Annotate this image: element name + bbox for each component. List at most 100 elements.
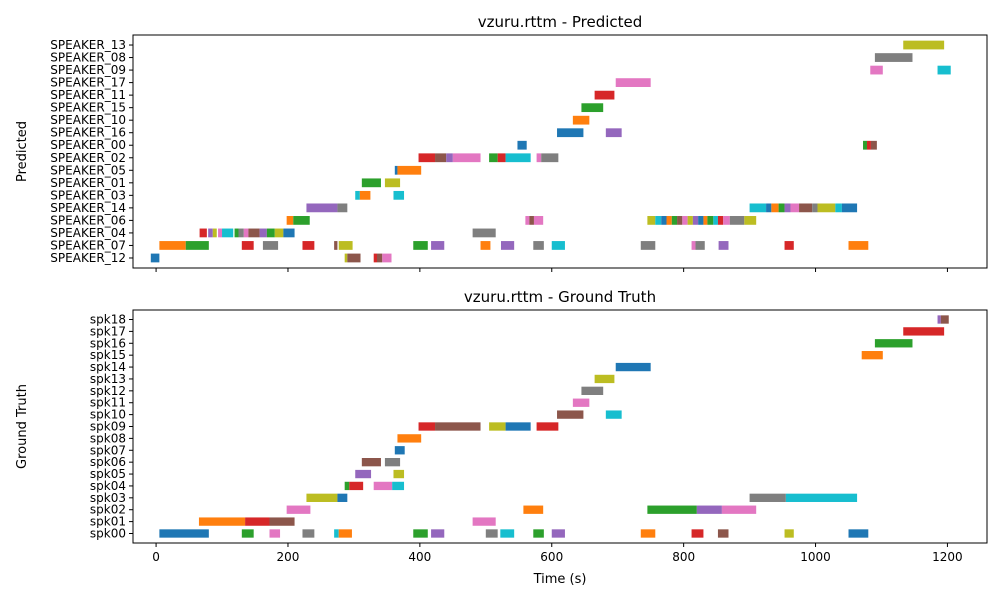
segment-speaker-06-44 [647,216,656,225]
segment-speaker-07-18 [551,241,565,250]
segment-spk16-52 [874,339,913,348]
segment-speaker-14-72 [835,203,842,213]
segment-spk02-22 [523,505,544,514]
segment-spk01-19 [269,517,295,526]
y-tick-label-speaker-08: SPEAKER_08 [50,51,126,65]
y-tick-label-spk02: spk02 [90,503,126,517]
segment-speaker-11-98 [594,90,615,100]
segment-speaker-12-1 [344,253,348,263]
y-tick-label-spk06: spk06 [90,455,126,469]
y-tick-label-spk04: spk04 [90,479,126,493]
y-tick-label-spk07: spk07 [90,443,126,457]
y-tick-label-speaker-03: SPEAKER_03 [50,188,126,202]
segment-speaker-06-49 [677,216,683,225]
segment-speaker-00-92 [866,140,871,150]
segment-speaker-15-97 [581,103,604,113]
segment-speaker-07-7 [185,241,209,250]
segment-spk00-4 [334,529,339,538]
segment-speaker-07-24 [848,241,869,250]
segment-speaker-14-61 [306,203,338,213]
segment-spk07-38 [394,446,405,455]
segment-speaker-06-58 [723,216,730,225]
segment-spk06-36 [361,458,381,467]
segment-spk02-23 [647,505,697,514]
segment-spk00-9 [500,529,515,538]
segment-speaker-01-77 [361,178,381,188]
segment-spk00-2 [269,529,281,538]
y-tick-label-spk18: spk18 [90,313,126,327]
y-tick-label-spk09: spk09 [90,420,126,434]
segment-spk00-13 [691,529,704,538]
segment-speaker-02-87 [505,153,531,163]
segment-spk00-12 [640,529,656,538]
segment-speaker-05-79 [394,165,398,175]
segment-speaker-03-74 [355,190,360,200]
segment-spk00-0 [159,529,209,538]
predicted-y-ticks: SPEAKER_12SPEAKER_07SPEAKER_04SPEAKER_06… [50,38,133,265]
segment-speaker-14-64 [766,203,772,213]
y-tick-label-spk11: spk11 [90,396,126,410]
y-tick-label-speaker-00: SPEAKER_00 [50,138,126,152]
x-tick-label-1200: 1200 [932,550,963,564]
segment-spk10-45 [557,410,584,419]
x-tick-label-200: 200 [277,550,300,564]
segment-speaker-12-4 [377,253,383,263]
segment-spk04-31 [349,481,364,491]
segment-spk00-7 [431,529,445,538]
segment-spk03-26 [306,493,338,502]
y-tick-label-speaker-05: SPEAKER_05 [50,163,126,177]
segment-speaker-07-16 [500,241,515,250]
segment-speaker-06-41 [525,216,530,225]
ground-truth-panel: vzuru.rttm - Ground Truth Ground Truth T… [15,288,988,587]
ground-truth-title: vzuru.rttm - Ground Truth [464,288,656,306]
y-tick-label-speaker-15: SPEAKER_15 [50,101,126,115]
segment-speaker-04-27 [212,228,217,238]
segment-speaker-09-100 [870,65,883,75]
segment-speaker-06-51 [687,216,693,225]
segment-speaker-04-30 [234,228,239,238]
y-tick-label-spk08: spk08 [90,431,126,445]
segment-spk00-8 [485,529,498,538]
segment-speaker-06-46 [661,216,667,225]
segment-spk15-51 [861,351,883,360]
segment-speaker-07-14 [431,241,445,250]
segment-speaker-04-34 [259,228,267,238]
segment-speaker-02-83 [446,153,453,163]
y-tick-label-spk12: spk12 [90,384,126,398]
segment-speaker-02-88 [536,153,542,163]
segment-speaker-00-91 [863,140,867,150]
segment-spk03-27 [337,493,348,502]
segment-speaker-16-95 [605,128,622,138]
segment-speaker-06-57 [717,216,724,225]
x-tick-label-600: 600 [540,550,563,564]
segment-spk18-54 [937,315,941,324]
segment-speaker-02-89 [541,153,559,163]
segment-speaker-00-93 [870,140,877,150]
segment-speaker-06-47 [666,216,672,225]
segment-spk14-50 [615,362,651,372]
segment-speaker-04-29 [222,228,234,238]
y-tick-label-speaker-10: SPEAKER_10 [50,113,126,127]
segment-speaker-14-73 [841,203,858,213]
segment-spk18-55 [940,315,949,324]
segment-speaker-07-17 [533,241,544,250]
segment-speaker-04-26 [208,228,213,238]
x-tick-label-1000: 1000 [800,550,831,564]
segment-speaker-04-35 [266,228,275,238]
x-tick-label-0: 0 [152,550,160,564]
ground-truth-segments [159,315,949,538]
ground-truth-axes-frame [132,309,988,544]
segment-speaker-07-8 [241,241,254,250]
x-tick-label-800: 800 [672,550,695,564]
ground-truth-y-axis-label: Ground Truth [15,384,30,469]
y-tick-label-spk10: spk10 [90,408,126,422]
segment-speaker-14-63 [749,203,767,213]
y-tick-label-spk05: spk05 [90,467,126,481]
segment-speaker-02-85 [489,153,498,163]
segment-spk05-35 [393,469,405,479]
segment-speaker-14-65 [771,203,779,213]
segment-speaker-02-81 [418,153,436,163]
y-tick-label-speaker-17: SPEAKER_17 [50,76,126,90]
predicted-panel: vzuru.rttm - Predicted Predicted SPEAKER… [15,13,988,272]
